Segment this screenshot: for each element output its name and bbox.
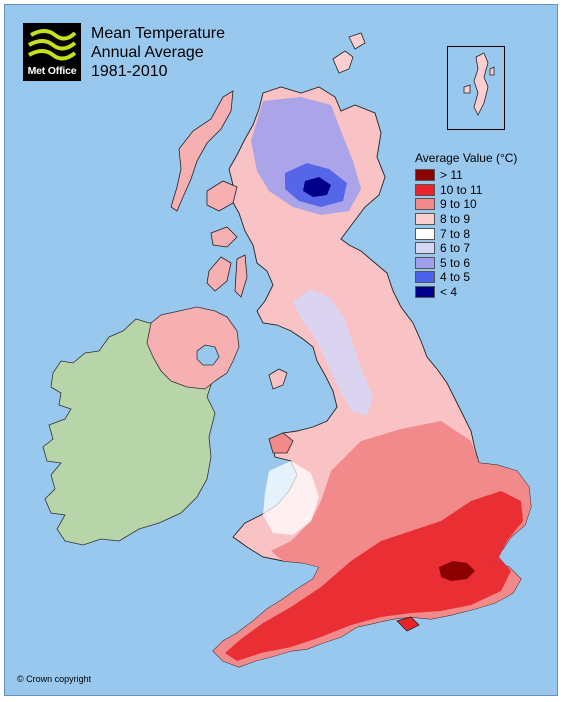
legend-item: 4 to 5 bbox=[415, 270, 517, 285]
legend-swatch bbox=[415, 242, 435, 255]
map-canvas bbox=[42, 32, 532, 668]
legend-label: 10 to 11 bbox=[440, 182, 483, 197]
copyright-notice: © Crown copyright bbox=[17, 674, 92, 684]
legend-swatch bbox=[415, 169, 435, 182]
title-line-1: Mean Temperature bbox=[91, 25, 225, 42]
lough-neagh bbox=[196, 344, 220, 366]
orkney-north bbox=[348, 32, 366, 50]
zone-6-to-7-pennines bbox=[293, 289, 373, 415]
legend-swatch bbox=[415, 271, 435, 284]
legend-label: 6 to 7 bbox=[440, 241, 471, 256]
legend-label: < 4 bbox=[440, 285, 458, 300]
legend-item: < 4 bbox=[415, 285, 517, 300]
met-office-logo: Met Office bbox=[23, 23, 81, 81]
legend-item: 5 to 6 bbox=[415, 256, 517, 271]
legend-label: 4 to 5 bbox=[440, 270, 471, 285]
northern-ireland bbox=[146, 306, 240, 390]
western-isles bbox=[170, 90, 234, 212]
zone-above-11-london bbox=[439, 561, 475, 581]
orkney bbox=[332, 50, 354, 74]
legend-swatch bbox=[415, 256, 435, 269]
legend-item: > 11 bbox=[415, 168, 517, 183]
legend-item: 8 to 9 bbox=[415, 212, 517, 227]
legend-item: 10 to 11 bbox=[415, 183, 517, 198]
legend: Average Value (°C) > 11 10 to 11 9 to 10 8 … bbox=[415, 151, 517, 299]
zone-below-4-cairngorms bbox=[303, 177, 331, 197]
zone-7-to-8-wales bbox=[263, 461, 319, 535]
title-line-2: Annual Average bbox=[91, 44, 204, 61]
legend-title: Average Value (°C) bbox=[415, 151, 518, 165]
skye bbox=[206, 180, 238, 212]
isle-of-wight bbox=[396, 616, 420, 632]
kintyre bbox=[234, 254, 248, 298]
legend-item: 6 to 7 bbox=[415, 241, 517, 256]
legend-swatch bbox=[415, 183, 435, 196]
isle-of-man bbox=[268, 368, 288, 390]
anglesey bbox=[268, 432, 294, 454]
legend-swatch bbox=[415, 198, 435, 211]
legend-label: 7 to 8 bbox=[440, 226, 471, 241]
legend-label: 8 to 9 bbox=[440, 212, 471, 227]
legend-label: 9 to 10 bbox=[440, 197, 477, 212]
legend-item: 7 to 8 bbox=[415, 226, 517, 241]
map-frame: Met Office Mean Temperature Annual Avera… bbox=[4, 4, 558, 696]
legend-swatch bbox=[415, 286, 435, 299]
mull bbox=[210, 226, 238, 248]
logo-stripes-icon bbox=[28, 29, 77, 61]
legend-label: > 11 bbox=[440, 168, 463, 183]
islay-jura bbox=[206, 256, 232, 292]
logo-text: Met Office bbox=[27, 65, 77, 77]
shetland-inset bbox=[447, 46, 505, 130]
zone-10-to-11 bbox=[225, 491, 523, 661]
legend-label: 5 to 6 bbox=[440, 255, 471, 270]
legend-swatch bbox=[415, 213, 435, 226]
shetland-islands bbox=[463, 52, 495, 116]
legend-item: 9 to 10 bbox=[415, 197, 517, 212]
legend-swatch bbox=[415, 227, 435, 240]
map-title: Mean Temperature Annual Average 1981-201… bbox=[91, 24, 225, 81]
title-line-3: 1981-2010 bbox=[91, 63, 168, 80]
